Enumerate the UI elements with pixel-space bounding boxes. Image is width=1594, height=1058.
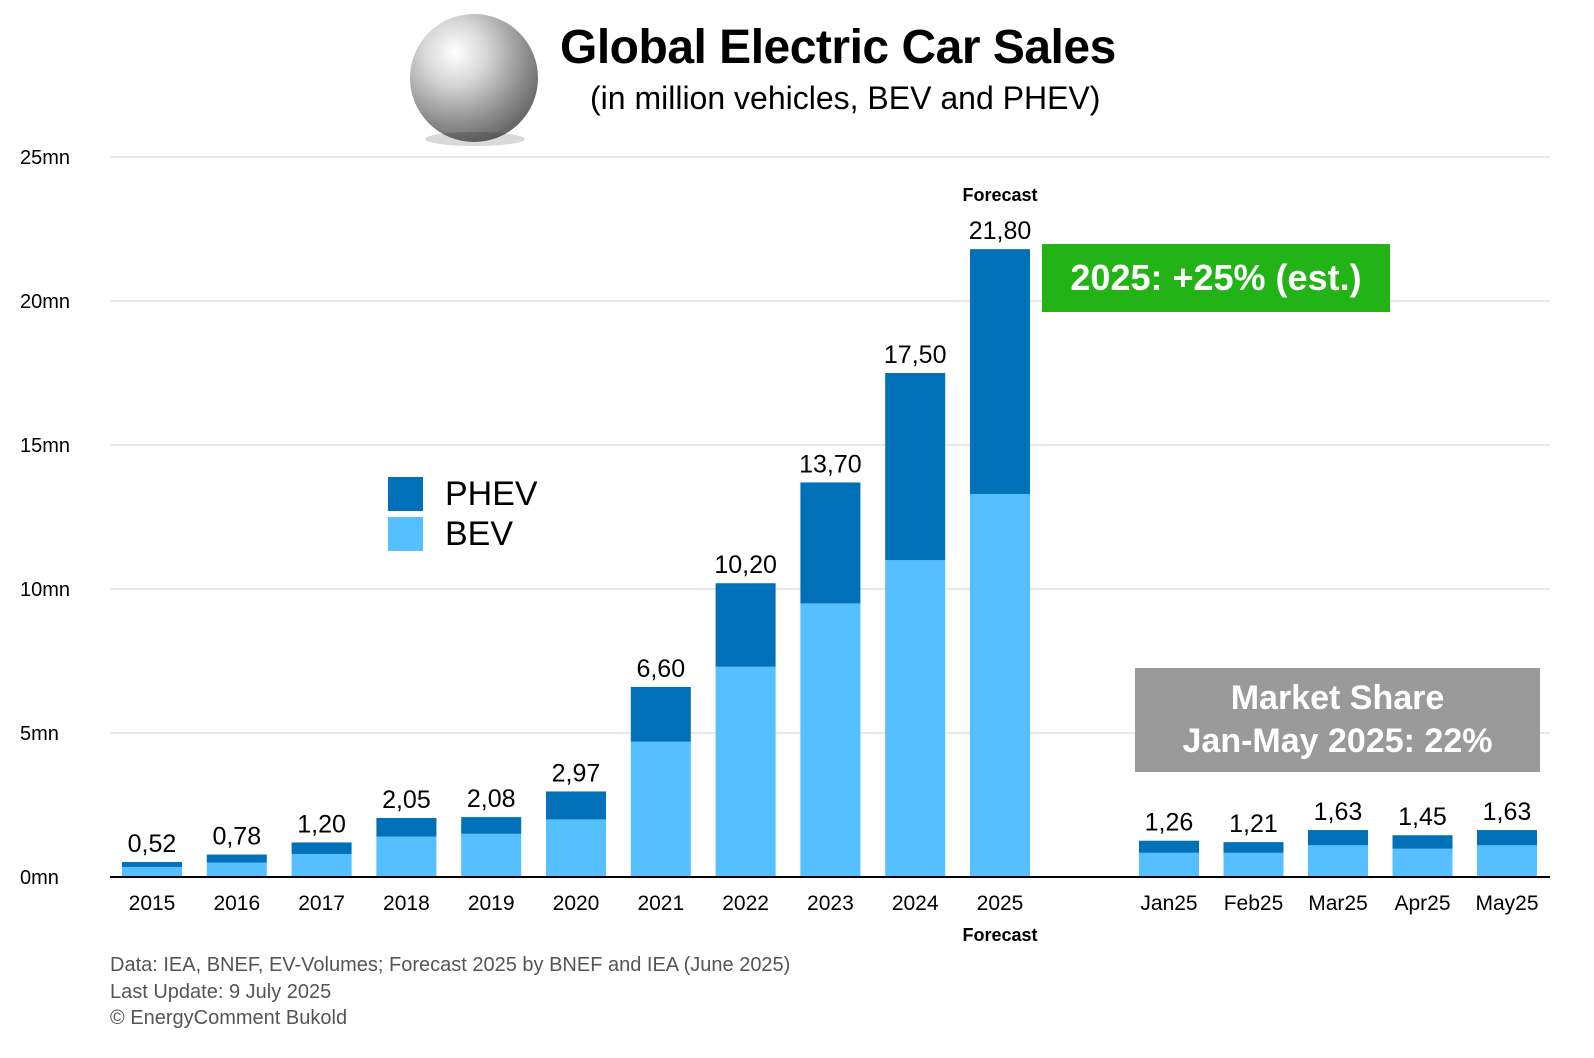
data-label: 2,05	[382, 786, 431, 814]
bar-bev	[206, 862, 267, 877]
globe-icon	[410, 14, 538, 142]
bar-phev	[376, 817, 437, 837]
bar-phev	[800, 482, 861, 604]
bar-bev	[800, 603, 861, 877]
x-tick-label: Jan25	[1140, 892, 1197, 915]
data-label: 1,63	[1483, 798, 1532, 826]
bar-bev	[715, 666, 776, 877]
bar-phev	[885, 373, 946, 561]
data-label: 1,45	[1398, 803, 1447, 831]
x-tick-label: 2017	[298, 892, 345, 915]
bar-bev	[546, 819, 606, 877]
data-label: 10,20	[714, 551, 777, 579]
footer-copyright: © EnergyComment Bukold	[110, 1007, 348, 1029]
legend-label-bev: BEV	[445, 514, 514, 553]
bar-phev	[970, 249, 1030, 494]
x-tick-label: 2023	[807, 892, 854, 915]
y-tick-label: 25mn	[20, 147, 70, 169]
bar-bev	[1308, 845, 1368, 877]
bar-phev	[122, 862, 182, 867]
bar-bev	[885, 560, 946, 877]
bar-phev	[1139, 840, 1199, 853]
footer-update: Last Update: 9 July 2025	[110, 980, 332, 1003]
bar-phev	[715, 583, 776, 667]
x-tick-label: May25	[1475, 892, 1538, 915]
x-tick-label: 2019	[468, 892, 515, 915]
data-label: 0,78	[212, 823, 261, 851]
data-label: 2,08	[467, 785, 516, 813]
data-label: 0,52	[128, 830, 177, 858]
x-tick-label: 2021	[637, 892, 684, 915]
data-label: 6,60	[636, 655, 685, 683]
bar-bev	[461, 833, 522, 877]
x-tick-label: 2016	[213, 892, 260, 915]
x-tick-label: 2020	[553, 892, 600, 915]
footer-source: Data: IEA, BNEF, EV-Volumes; Forecast 20…	[110, 954, 791, 976]
data-label: 13,70	[799, 450, 862, 478]
legend-item-phev: PHEV	[388, 474, 538, 514]
legend-swatch-phev	[388, 477, 423, 511]
data-label: 1,20	[297, 810, 346, 838]
data-label: 21,80	[969, 217, 1032, 245]
x-tick-label: 2015	[129, 892, 176, 915]
bar-bev	[1223, 852, 1284, 877]
bar-bev	[630, 741, 691, 877]
legend-swatch-bev	[388, 517, 423, 551]
x-tick-label: Mar25	[1308, 892, 1368, 915]
y-tick-label: 10mn	[20, 579, 70, 601]
y-tick-label: 20mn	[20, 291, 70, 313]
data-label: 2,97	[552, 759, 601, 787]
bar-bev	[1392, 848, 1453, 877]
bar-phev	[461, 817, 522, 834]
bar-bev	[970, 493, 1030, 877]
x-tick-label: Apr25	[1394, 892, 1450, 915]
market-share-line1: Market Share	[1230, 679, 1445, 717]
legend-label-phev: PHEV	[445, 474, 538, 513]
y-tick-label: 5mn	[20, 723, 59, 745]
x-tick-label: Feb25	[1224, 892, 1284, 915]
growth-annotation: 2025: +25% (est.)	[1042, 244, 1390, 312]
bar-phev	[1392, 835, 1453, 849]
bar-bev	[1139, 852, 1199, 877]
market-share-line2: Jan-May 2025: 22%	[1182, 722, 1493, 760]
data-label: 17,50	[884, 341, 947, 369]
x-tick-label: 2025	[977, 892, 1024, 915]
forecast-label-bottom: Forecast	[962, 925, 1037, 945]
bar-bev	[122, 866, 182, 877]
x-tick-label: 2022	[722, 892, 769, 915]
x-tick-label: 2018	[383, 892, 430, 915]
legend-item-bev: BEV	[388, 514, 538, 554]
bar-phev	[206, 854, 267, 863]
x-tick-label: 2024	[892, 892, 939, 915]
globe-shadow	[425, 132, 525, 146]
bar-bev	[1477, 845, 1537, 877]
data-label: 1,21	[1229, 810, 1278, 838]
data-label: 1,26	[1145, 809, 1194, 837]
legend: PHEV BEV	[388, 474, 538, 554]
forecast-label-top: Forecast	[962, 185, 1037, 205]
bar-phev	[1477, 830, 1537, 846]
bar-bev	[291, 853, 352, 877]
bar-bev	[376, 836, 437, 877]
y-tick-label: 15mn	[20, 435, 70, 457]
y-tick-label: 0mn	[20, 867, 59, 889]
bar-phev	[1308, 830, 1368, 846]
footer-notes: Data: IEA, BNEF, EV-Volumes; Forecast 20…	[110, 952, 790, 1032]
bar-phev	[546, 791, 606, 820]
bar-phev	[1223, 842, 1284, 853]
market-share-annotation: Market Share Jan-May 2025: 22%	[1135, 668, 1540, 772]
bar-phev	[291, 842, 352, 854]
data-label: 1,63	[1314, 798, 1363, 826]
chart-title: Global Electric Car Sales	[560, 21, 1116, 74]
bar-phev	[630, 686, 691, 742]
chart-subtitle: (in million vehicles, BEV and PHEV)	[590, 80, 1101, 116]
